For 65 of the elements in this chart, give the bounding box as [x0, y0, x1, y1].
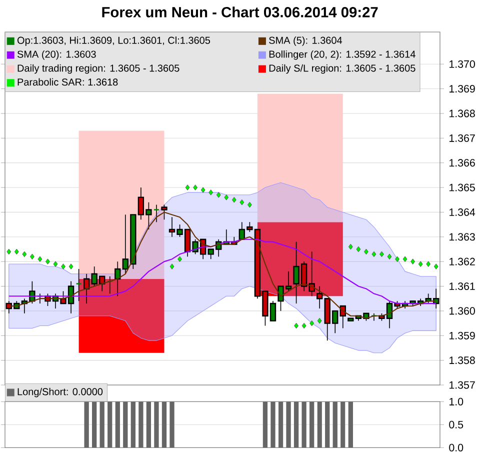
y-tick-label: 1.365 [450, 184, 475, 192]
candlestick [106, 276, 113, 294]
point [434, 264, 438, 270]
y-tick-label: 0.0 [449, 444, 464, 452]
y-tick-label: 1.362 [450, 258, 475, 266]
point [68, 264, 74, 270]
point [310, 320, 314, 326]
legend-label: SMA (5): 1.3604 [269, 36, 342, 46]
point [418, 261, 423, 267]
point [302, 322, 306, 329]
y-tick-label: 1.370 [450, 60, 475, 68]
point [224, 194, 229, 200]
point [185, 184, 190, 190]
legend-label: Daily S/L region: 1.3605 - 1.3605 [269, 64, 416, 74]
y-tick-label: 1.368 [450, 110, 475, 118]
y-tick-label: 1.361 [450, 282, 475, 290]
y-tick-label: 1.363 [450, 233, 475, 241]
point [387, 254, 392, 260]
candlestick [76, 268, 82, 302]
point [247, 202, 252, 208]
y-tick-label: 1.359 [450, 332, 475, 340]
point [364, 248, 368, 255]
point [14, 248, 19, 255]
candlestick [161, 204, 168, 220]
point [372, 251, 376, 258]
y-tick-label: 1.367 [450, 134, 475, 142]
y-tick-label: 1.357 [450, 381, 475, 389]
y-tick-label: 1.360 [450, 307, 475, 315]
point [170, 264, 174, 270]
point [30, 254, 34, 260]
y-tick-label: 1.358 [450, 356, 475, 364]
point [348, 244, 353, 250]
legend-label: Parabolic SAR: 1.3618 [18, 78, 118, 86]
point [22, 251, 27, 258]
point [178, 256, 182, 262]
point [395, 256, 400, 262]
y-tick-label: 1.364 [450, 208, 476, 216]
point [402, 256, 408, 262]
legend-label: SMA (20): 1.3603 [17, 50, 96, 60]
point [208, 190, 214, 196]
point [240, 199, 244, 206]
y-tick-label: 1.366 [450, 159, 475, 167]
point [216, 192, 221, 198]
point [61, 264, 66, 270]
point [6, 248, 12, 255]
y-tick-label: 0.5 [449, 420, 464, 428]
point [232, 196, 236, 203]
candlestick [153, 204, 160, 222]
point [38, 256, 42, 262]
point [356, 246, 361, 252]
point [46, 258, 50, 264]
legend-label: Op:1.3603, Hi:1.3609, Lo:1.3601, Cl:1.3605 [17, 36, 210, 46]
y-tick-label: 1.0 [450, 398, 464, 406]
point [317, 318, 322, 324]
point [200, 187, 206, 193]
legend-label: Daily trading region: 1.3605 - 1.3605 [18, 64, 180, 74]
point [426, 261, 431, 267]
candlestick [316, 286, 323, 309]
chart-title: Forex um Neun - Chart 03.06.2014 09:27 [102, 6, 378, 18]
point [410, 258, 415, 264]
y-tick-label: 1.369 [450, 85, 475, 93]
legend-label: Bollinger (20, 2): 1.3592 - 1.3614 [269, 50, 416, 60]
point [193, 184, 198, 190]
legend-label: Long/Short: 0.0000 [18, 388, 103, 398]
point [53, 261, 58, 267]
